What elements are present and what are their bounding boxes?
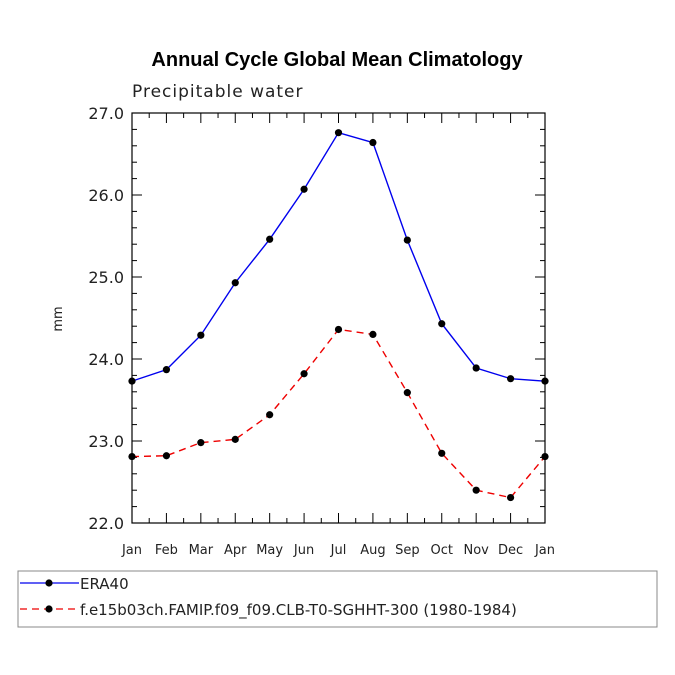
data-point-0 [506, 375, 515, 383]
data-point-1 [266, 411, 274, 419]
legend-marker-model [45, 605, 53, 613]
legend-box [17, 570, 658, 628]
plot-border [131, 112, 546, 524]
data-point-0 [369, 138, 377, 147]
y-axis-label: mm [51, 306, 66, 331]
data-point-1 [231, 435, 239, 443]
series-group [128, 129, 549, 502]
data-point-0 [541, 377, 549, 385]
data-point-1 [369, 330, 377, 338]
data-point-0 [472, 364, 480, 372]
series-line-1 [131, 328, 546, 499]
data-point-1 [197, 439, 205, 447]
y-tick-label: 22.0 [88, 514, 124, 533]
data-point-1 [506, 493, 515, 502]
x-tick-label: Feb [155, 543, 178, 558]
y-tick-label: 26.0 [88, 186, 124, 205]
x-tick-label: Sep [395, 543, 420, 558]
data-point-0 [266, 235, 274, 243]
chart-title: Annual Cycle Global Mean Climatology [151, 49, 523, 71]
x-tick-label: Oct [431, 543, 453, 558]
data-point-0 [128, 377, 136, 385]
x-tick-label: Aug [360, 543, 385, 558]
y-tick-label: 24.0 [88, 350, 124, 369]
series-line-0 [131, 131, 546, 382]
data-point-1 [128, 452, 136, 461]
y-tick-label: 25.0 [88, 268, 124, 287]
data-point-1 [334, 325, 343, 334]
x-tick-label: Jun [293, 543, 314, 558]
data-point-1 [300, 370, 308, 378]
data-point-0 [300, 185, 308, 193]
x-tick-label: Dec [498, 543, 523, 558]
data-point-0 [403, 236, 411, 244]
x-tick-label: Jul [330, 543, 347, 558]
legend-label-era40: ERA40 [80, 575, 129, 593]
y-tick-label: 27.0 [88, 104, 124, 123]
plot-frame [131, 112, 546, 524]
data-point-0 [162, 366, 171, 374]
data-point-0 [334, 129, 343, 137]
x-tick-label: Jan [121, 543, 142, 558]
legend-label-model: f.e15b03ch.FAMIP.f09_f09.CLB-T0-SGHHT-30… [80, 601, 517, 620]
x-axis: Jan Feb Mar Apr May Jun Jul Aug Sep Oct Nov Dec Jan [121, 113, 555, 558]
data-point-1 [438, 449, 446, 457]
y-tick-label: 23.0 [88, 432, 124, 451]
legend: ERA40 f.e15b03ch.FAMIP.f09_f09.CLB-T0-SG… [17, 570, 658, 628]
y-axis: 22.0 23.0 24.0 25.0 26.0 27.0 [88, 104, 545, 533]
data-point-1 [541, 452, 549, 461]
data-point-1 [162, 452, 171, 460]
data-point-1 [403, 389, 411, 397]
x-tick-label: Apr [224, 543, 247, 558]
chart-subtitle: Precipitable water [132, 82, 304, 102]
x-tick-label: Nov [463, 543, 489, 558]
x-tick-label: May [256, 543, 283, 558]
data-point-0 [197, 331, 205, 339]
data-point-0 [438, 320, 446, 328]
legend-marker-era40 [45, 579, 53, 587]
x-tick-label: Jan [534, 543, 555, 558]
x-tick-label: Mar [189, 543, 214, 558]
data-point-0 [231, 279, 239, 287]
data-point-1 [472, 486, 480, 494]
